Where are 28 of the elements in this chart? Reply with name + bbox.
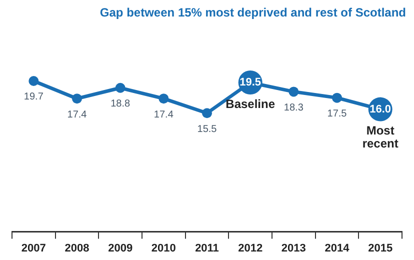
annotation: Baseline: [226, 96, 276, 111]
point: [28, 76, 39, 86]
chart-title: Gap between 15% most deprived and rest of Scotland: [100, 6, 406, 20]
x-tick-label: 2014: [324, 242, 350, 254]
point: [158, 94, 169, 104]
point: [202, 108, 212, 118]
x-tick-label: 2007: [21, 242, 46, 254]
point: [115, 82, 126, 93]
data-label: 16.0: [370, 103, 392, 116]
point: [332, 92, 342, 103]
x-tick-label: 2008: [64, 242, 90, 254]
x-tick-label: 2012: [238, 242, 263, 254]
data-label: 18.3: [284, 102, 304, 114]
x-tick-label: 2011: [195, 242, 219, 254]
data-label: 19.5: [240, 76, 262, 89]
point: [72, 94, 82, 104]
annotation: Most recent: [362, 124, 398, 151]
data-label: 18.8: [110, 98, 130, 110]
x-tick-label: 2015: [368, 242, 393, 254]
x-tick-label: 2013: [281, 242, 306, 254]
x-tick-label: 2010: [151, 242, 176, 254]
data-label: 17.4: [67, 109, 88, 120]
data-label: 17.5: [327, 108, 348, 120]
data-label: 19.7: [24, 92, 44, 103]
x-tick-label: 2009: [108, 242, 133, 254]
point: [288, 86, 299, 97]
data-label: 15.5: [197, 124, 218, 135]
data-label: 17.4: [154, 109, 174, 120]
